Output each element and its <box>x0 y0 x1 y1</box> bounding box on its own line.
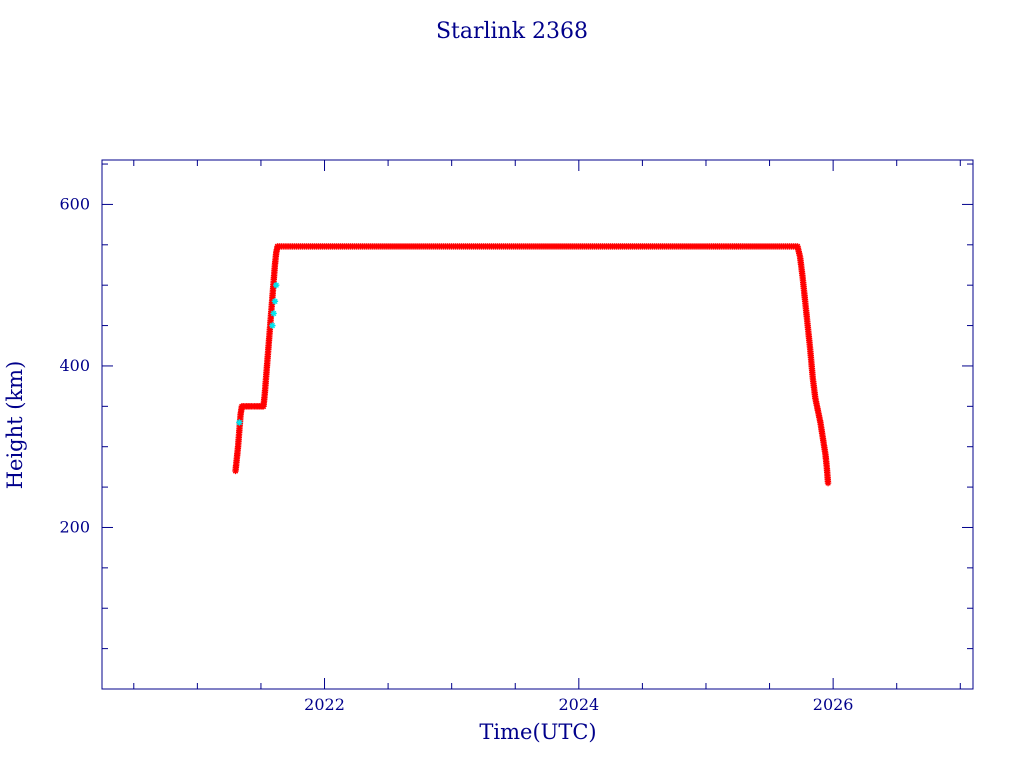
data-point-alt <box>270 310 277 317</box>
y-axis-label: Height (km) <box>3 361 27 490</box>
y-tick-label: 200 <box>59 517 90 536</box>
data-point-alt <box>273 281 280 289</box>
x-tick-label: 2022 <box>304 695 345 714</box>
axis-tick-labels: 2022 2024 2026 200 400 600 <box>59 194 853 714</box>
data-point-alt <box>269 322 276 329</box>
x-axis-label: Time(UTC) <box>479 720 596 744</box>
axis-ticks <box>102 160 973 689</box>
x-tick-label: 2026 <box>813 695 854 714</box>
data-markers <box>232 243 832 487</box>
data-point-alt <box>236 419 243 426</box>
chart-title: Starlink 2368 <box>436 19 588 44</box>
data-point-alt <box>271 298 279 305</box>
data-point <box>824 479 832 487</box>
y-tick-label: 600 <box>59 194 90 213</box>
plot-frame <box>101 159 974 690</box>
y-tick-label: 400 <box>59 356 90 375</box>
x-tick-label: 2024 <box>558 695 599 714</box>
